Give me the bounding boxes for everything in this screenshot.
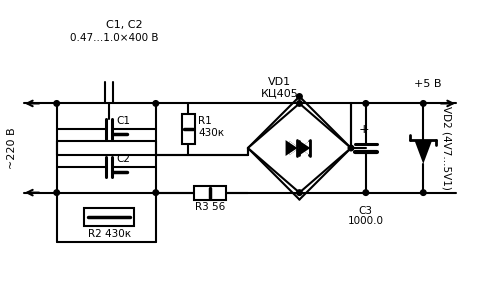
Text: R2 430к: R2 430к xyxy=(87,229,131,239)
Polygon shape xyxy=(299,141,309,155)
Text: +5 B: +5 B xyxy=(414,79,442,88)
Circle shape xyxy=(363,101,369,106)
Polygon shape xyxy=(414,140,432,164)
Polygon shape xyxy=(299,141,309,155)
Text: КЦ405: КЦ405 xyxy=(261,88,298,98)
Circle shape xyxy=(348,145,354,151)
Text: 430к: 430к xyxy=(198,128,225,138)
Text: C1: C1 xyxy=(116,116,130,126)
Text: VD1: VD1 xyxy=(268,77,291,87)
Text: R3 56: R3 56 xyxy=(195,201,226,211)
Polygon shape xyxy=(298,140,310,156)
Text: 0.47...1.0×400 B: 0.47...1.0×400 B xyxy=(70,33,158,43)
Bar xyxy=(85,208,134,226)
Bar xyxy=(182,114,196,144)
Text: +: + xyxy=(358,123,369,136)
Polygon shape xyxy=(248,104,351,193)
Text: C1, C2: C1, C2 xyxy=(106,20,142,30)
Circle shape xyxy=(297,101,302,106)
Polygon shape xyxy=(290,141,299,155)
Circle shape xyxy=(297,94,302,99)
Circle shape xyxy=(153,190,159,195)
Circle shape xyxy=(54,190,59,195)
Circle shape xyxy=(363,190,369,195)
Text: ~220 B: ~220 B xyxy=(7,127,17,169)
Text: 1000.0: 1000.0 xyxy=(348,217,384,226)
Circle shape xyxy=(421,190,426,195)
Text: C3: C3 xyxy=(359,207,373,217)
Text: VD2 (4V7...5V1): VD2 (4V7...5V1) xyxy=(441,106,451,190)
Bar xyxy=(195,186,226,200)
Circle shape xyxy=(54,101,59,106)
Circle shape xyxy=(297,190,302,195)
Text: C2: C2 xyxy=(116,154,130,164)
Circle shape xyxy=(421,101,426,106)
Circle shape xyxy=(153,101,159,106)
Text: R1: R1 xyxy=(198,116,212,126)
Polygon shape xyxy=(290,141,299,155)
Polygon shape xyxy=(285,140,297,156)
